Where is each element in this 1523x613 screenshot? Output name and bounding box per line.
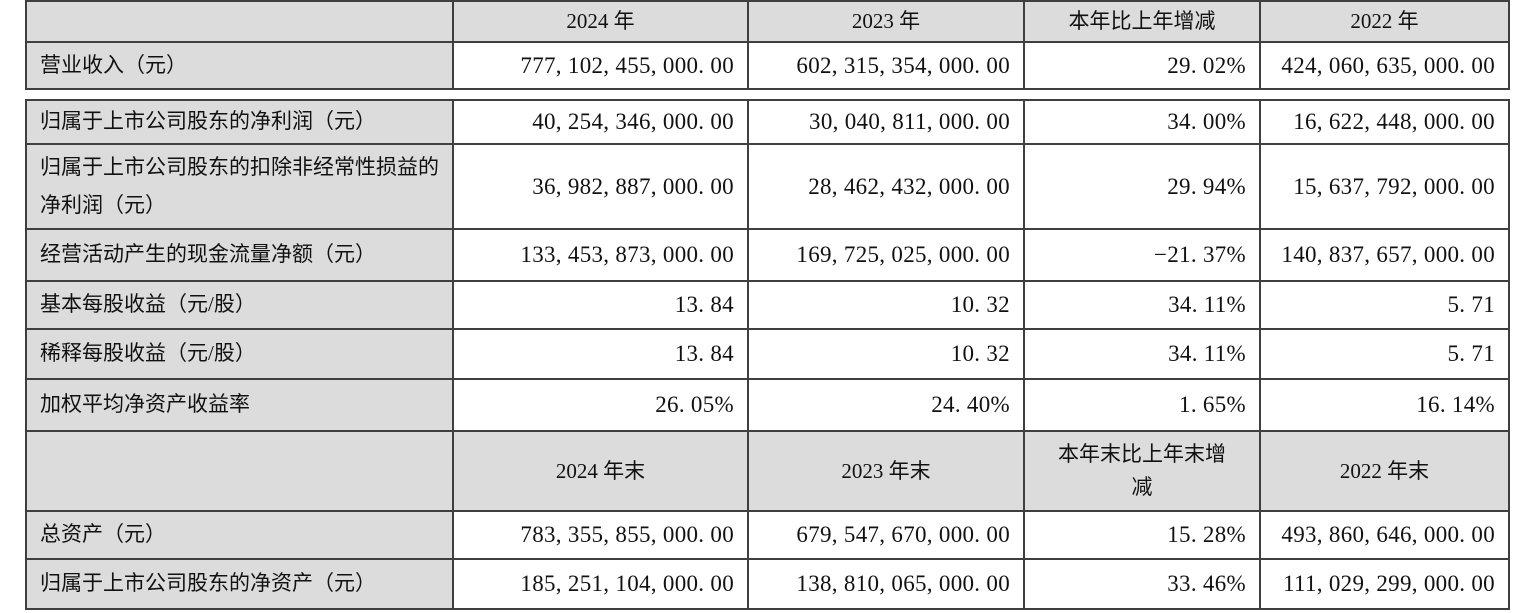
value-change: 33. 46%	[1023, 560, 1259, 608]
value-change: 34. 00%	[1023, 101, 1259, 143]
value-2024: 40, 254, 346, 000. 00	[452, 101, 747, 143]
value-2023: 602, 315, 354, 000. 00	[747, 43, 1023, 88]
value-2023: 28, 462, 432, 000. 00	[747, 145, 1023, 228]
table-row-net-profit-excl-nonrecurring: 归属于上市公司股东的扣除非经常性损益的净利润（元） 36, 982, 887, …	[27, 143, 1508, 228]
table-row-total-assets: 总资产（元） 783, 355, 855, 000. 00 679, 547, …	[27, 510, 1508, 558]
value-2024: 13. 84	[452, 330, 747, 378]
value-change: 34. 11%	[1023, 282, 1259, 328]
value-change: 34. 11%	[1023, 330, 1259, 378]
table-block-main: 归属于上市公司股东的净利润（元） 40, 254, 346, 000. 00 3…	[25, 99, 1510, 610]
table-row-operating-cash-flow: 经营活动产生的现金流量净额（元） 133, 453, 873, 000. 00 …	[27, 228, 1508, 280]
value-change: 29. 94%	[1023, 145, 1259, 228]
header-2024: 2024 年	[452, 2, 747, 41]
value-2023: 30, 040, 811, 000. 00	[747, 101, 1023, 143]
header-2023-eoy: 2023 年末	[747, 432, 1023, 510]
header-2022-eoy: 2022 年末	[1259, 432, 1508, 510]
row-label: 归属于上市公司股东的扣除非经常性损益的净利润（元）	[27, 145, 452, 228]
value-2023: 24. 40%	[747, 380, 1023, 430]
header-blank-cell	[27, 432, 452, 510]
header-2022: 2022 年	[1259, 2, 1508, 41]
value-2022: 16, 622, 448, 000. 00	[1259, 101, 1508, 143]
value-2022: 16. 14%	[1259, 380, 1508, 430]
table-header-row-annual: 2024 年 2023 年 本年比上年增减 2022 年	[27, 2, 1508, 41]
row-label: 营业收入（元）	[27, 43, 452, 88]
value-2024: 36, 982, 887, 000. 00	[452, 145, 747, 228]
row-label: 总资产（元）	[27, 512, 452, 558]
table-row-net-assets: 归属于上市公司股东的净资产（元） 185, 251, 104, 000. 00 …	[27, 558, 1508, 608]
header-2024-eoy: 2024 年末	[452, 432, 747, 510]
header-2023: 2023 年	[747, 2, 1023, 41]
header-eoy-change: 本年末比上年末增减	[1023, 432, 1259, 510]
value-2024: 185, 251, 104, 000. 00	[452, 560, 747, 608]
table-row-weighted-avg-roe: 加权平均净资产收益率 26. 05% 24. 40% 1. 65% 16. 14…	[27, 378, 1508, 430]
row-label: 经营活动产生的现金流量净额（元）	[27, 230, 452, 280]
value-change: 29. 02%	[1023, 43, 1259, 88]
value-2023: 169, 725, 025, 000. 00	[747, 230, 1023, 280]
row-separator-gap	[25, 90, 1523, 99]
value-2023: 138, 810, 065, 000. 00	[747, 560, 1023, 608]
value-2022: 140, 837, 657, 000. 00	[1259, 230, 1508, 280]
table-row-basic-eps: 基本每股收益（元/股） 13. 84 10. 32 34. 11% 5. 71	[27, 280, 1508, 328]
row-label: 归属于上市公司股东的净利润（元）	[27, 101, 452, 143]
value-2022: 111, 029, 299, 000. 00	[1259, 560, 1508, 608]
value-2023: 10. 32	[747, 330, 1023, 378]
value-change: 1. 65%	[1023, 380, 1259, 430]
header-yoy-change: 本年比上年增减	[1023, 2, 1259, 41]
table-row-net-profit: 归属于上市公司股东的净利润（元） 40, 254, 346, 000. 00 3…	[27, 101, 1508, 143]
table-row-diluted-eps: 稀释每股收益（元/股） 13. 84 10. 32 34. 11% 5. 71	[27, 328, 1508, 378]
value-2022: 5. 71	[1259, 330, 1508, 378]
value-2023: 679, 547, 670, 000. 00	[747, 512, 1023, 558]
value-2022: 493, 860, 646, 000. 00	[1259, 512, 1508, 558]
row-label: 稀释每股收益（元/股）	[27, 330, 452, 378]
table-row-revenue: 营业收入（元） 777, 102, 455, 000. 00 602, 315,…	[27, 41, 1508, 88]
value-change: −21. 37%	[1023, 230, 1259, 280]
value-2023: 10. 32	[747, 282, 1023, 328]
table-block-top: 2024 年 2023 年 本年比上年增减 2022 年 营业收入（元） 777…	[25, 0, 1510, 90]
value-2024: 13. 84	[452, 282, 747, 328]
value-2024: 777, 102, 455, 000. 00	[452, 43, 747, 88]
value-2024: 133, 453, 873, 000. 00	[452, 230, 747, 280]
row-label: 加权平均净资产收益率	[27, 380, 452, 430]
header-blank-cell	[27, 2, 452, 41]
row-label: 基本每股收益（元/股）	[27, 282, 452, 328]
value-change: 15. 28%	[1023, 512, 1259, 558]
value-2024: 26. 05%	[452, 380, 747, 430]
table-header-row-eoy: 2024 年末 2023 年末 本年末比上年末增减 2022 年末	[27, 430, 1508, 510]
value-2022: 5. 71	[1259, 282, 1508, 328]
value-2022: 15, 637, 792, 000. 00	[1259, 145, 1508, 228]
row-label: 归属于上市公司股东的净资产（元）	[27, 560, 452, 608]
value-2022: 424, 060, 635, 000. 00	[1259, 43, 1508, 88]
value-2024: 783, 355, 855, 000. 00	[452, 512, 747, 558]
